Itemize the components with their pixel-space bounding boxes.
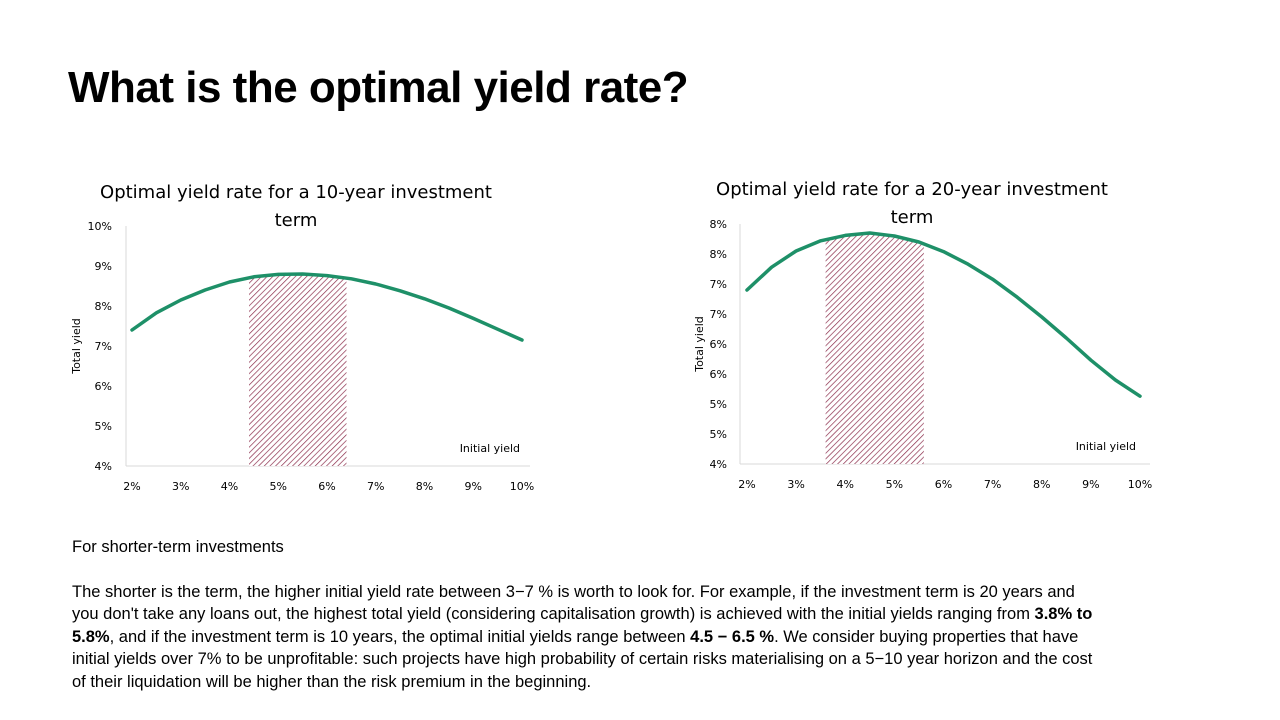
x-tick-label: 2% [738, 478, 755, 491]
x-tick-label: 9% [1082, 478, 1099, 491]
body-text: For shorter-term investments The shorter… [72, 536, 1102, 693]
range-20-year: 3.8% to 5.8% [72, 605, 1093, 646]
y-tick-label: 6% [710, 338, 727, 351]
x-tick-label: 7% [984, 478, 1001, 491]
y-tick-label: 4% [95, 460, 112, 473]
x-tick-label: 4% [837, 478, 854, 491]
x-tick-label: 8% [416, 480, 433, 493]
x-tick-label: 8% [1033, 478, 1050, 491]
range-10-year: 4.5 − 6.5 % [690, 627, 775, 646]
paragraph-part-1: The shorter is the term, the higher init… [72, 582, 1075, 624]
x-tick-label: 3% [787, 478, 804, 491]
x-tick-label: 6% [935, 478, 952, 491]
chart-10-year: Optimal yield rate for a 10-year investm… [70, 182, 534, 493]
x-tick-label: 5% [886, 478, 903, 491]
optimal-range-hatch [825, 233, 924, 464]
chart-20-year: Optimal yield rate for a 20-year investm… [693, 179, 1152, 491]
y-tick-label: 8% [710, 248, 727, 261]
section-heading: For shorter-term investments [72, 538, 284, 556]
chart-title-line: term [891, 207, 934, 228]
chart-title-line: term [275, 210, 318, 231]
y-tick-label: 4% [710, 458, 727, 471]
x-tick-label: 4% [221, 480, 238, 493]
y-tick-label: 8% [710, 218, 727, 231]
chart-title-line: Optimal yield rate for a 10-year investm… [100, 182, 492, 203]
x-tick-label: 10% [1128, 478, 1152, 491]
y-tick-label: 8% [95, 300, 112, 313]
x-tick-label: 5% [270, 480, 287, 493]
y-tick-label: 5% [710, 428, 727, 441]
x-tick-label: 6% [318, 480, 335, 493]
optimal-range-hatch [249, 274, 347, 466]
paragraph: The shorter is the term, the higher init… [72, 581, 1102, 694]
x-axis-title: Initial yield [1076, 440, 1136, 453]
charts-area: Optimal yield rate for a 10-year investm… [70, 179, 1152, 493]
y-tick-label: 5% [95, 420, 112, 433]
x-tick-label: 3% [172, 480, 189, 493]
paragraph-part-2: , and if the investment term is 10 years… [109, 627, 691, 646]
paragraph-part-3: . We consider buying properties that hav… [72, 627, 1093, 691]
x-tick-label: 10% [510, 480, 534, 493]
y-tick-label: 7% [710, 308, 727, 321]
x-tick-label: 7% [367, 480, 384, 493]
y-tick-label: 6% [710, 368, 727, 381]
x-axis-title: Initial yield [460, 442, 520, 455]
y-tick-label: 6% [95, 380, 112, 393]
x-tick-label: 9% [465, 480, 482, 493]
series-line [745, 231, 1142, 398]
y-tick-label: 10% [88, 220, 112, 233]
y-tick-label: 7% [710, 278, 727, 291]
y-axis-title: Total yield [693, 316, 706, 373]
y-axis-title: Total yield [70, 318, 83, 375]
x-tick-label: 2% [123, 480, 140, 493]
y-tick-label: 7% [95, 340, 112, 353]
chart-title-line: Optimal yield rate for a 20-year investm… [716, 179, 1108, 200]
y-tick-label: 5% [710, 398, 727, 411]
series-line [130, 272, 524, 342]
page-title: What is the optimal yield rate? [68, 63, 689, 112]
y-tick-label: 9% [95, 260, 112, 273]
